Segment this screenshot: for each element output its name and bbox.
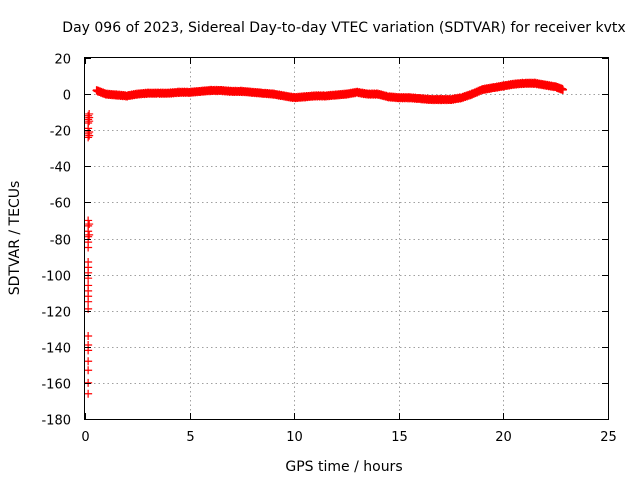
y-tick-label: -40 [50,161,71,176]
data-point [84,389,93,398]
x-tick-label: 10 [286,430,303,445]
x-tick-label: 5 [186,430,194,445]
data-point [84,366,93,375]
y-tick-label: -80 [50,234,71,249]
y-tick-label: 20 [54,53,71,68]
y-tick-label: -180 [41,414,71,429]
x-tick-label: 25 [600,430,617,445]
y-tick-label: -120 [41,306,71,321]
data-point [85,230,94,239]
data-point [84,357,93,366]
y-tick-label: -140 [41,342,71,357]
y-tick-label: 0 [63,89,71,104]
data-point [84,331,93,340]
y-tick-label: -60 [50,197,71,212]
data-point [85,220,94,229]
x-tick-label: 20 [495,430,512,445]
data-point [84,243,93,252]
chart-title: Day 096 of 2023, Sidereal Day-to-day VTE… [62,20,625,36]
plot-frame [84,57,609,420]
data-point [84,378,93,387]
data-point [85,131,94,140]
axis-ticks [85,58,609,420]
y-tick-label: -100 [41,270,71,285]
x-tick-label: 15 [391,430,408,445]
y-axis-label: SDTVAR / TECUs [7,181,23,296]
y-tick-label: -20 [50,125,71,140]
data-points [84,78,568,398]
data-point [84,133,93,142]
x-axis-label: GPS time / hours [285,459,402,475]
data-point [84,297,93,306]
data-point [559,85,568,94]
tick-labels: 0 5 10 15 20 25 20 0 -20 -40 -60 -80 -100 -120 -140 -16… [41,53,616,446]
data-point [85,117,94,126]
y-tick-label: -160 [41,378,71,393]
x-tick-label: 0 [81,430,89,445]
